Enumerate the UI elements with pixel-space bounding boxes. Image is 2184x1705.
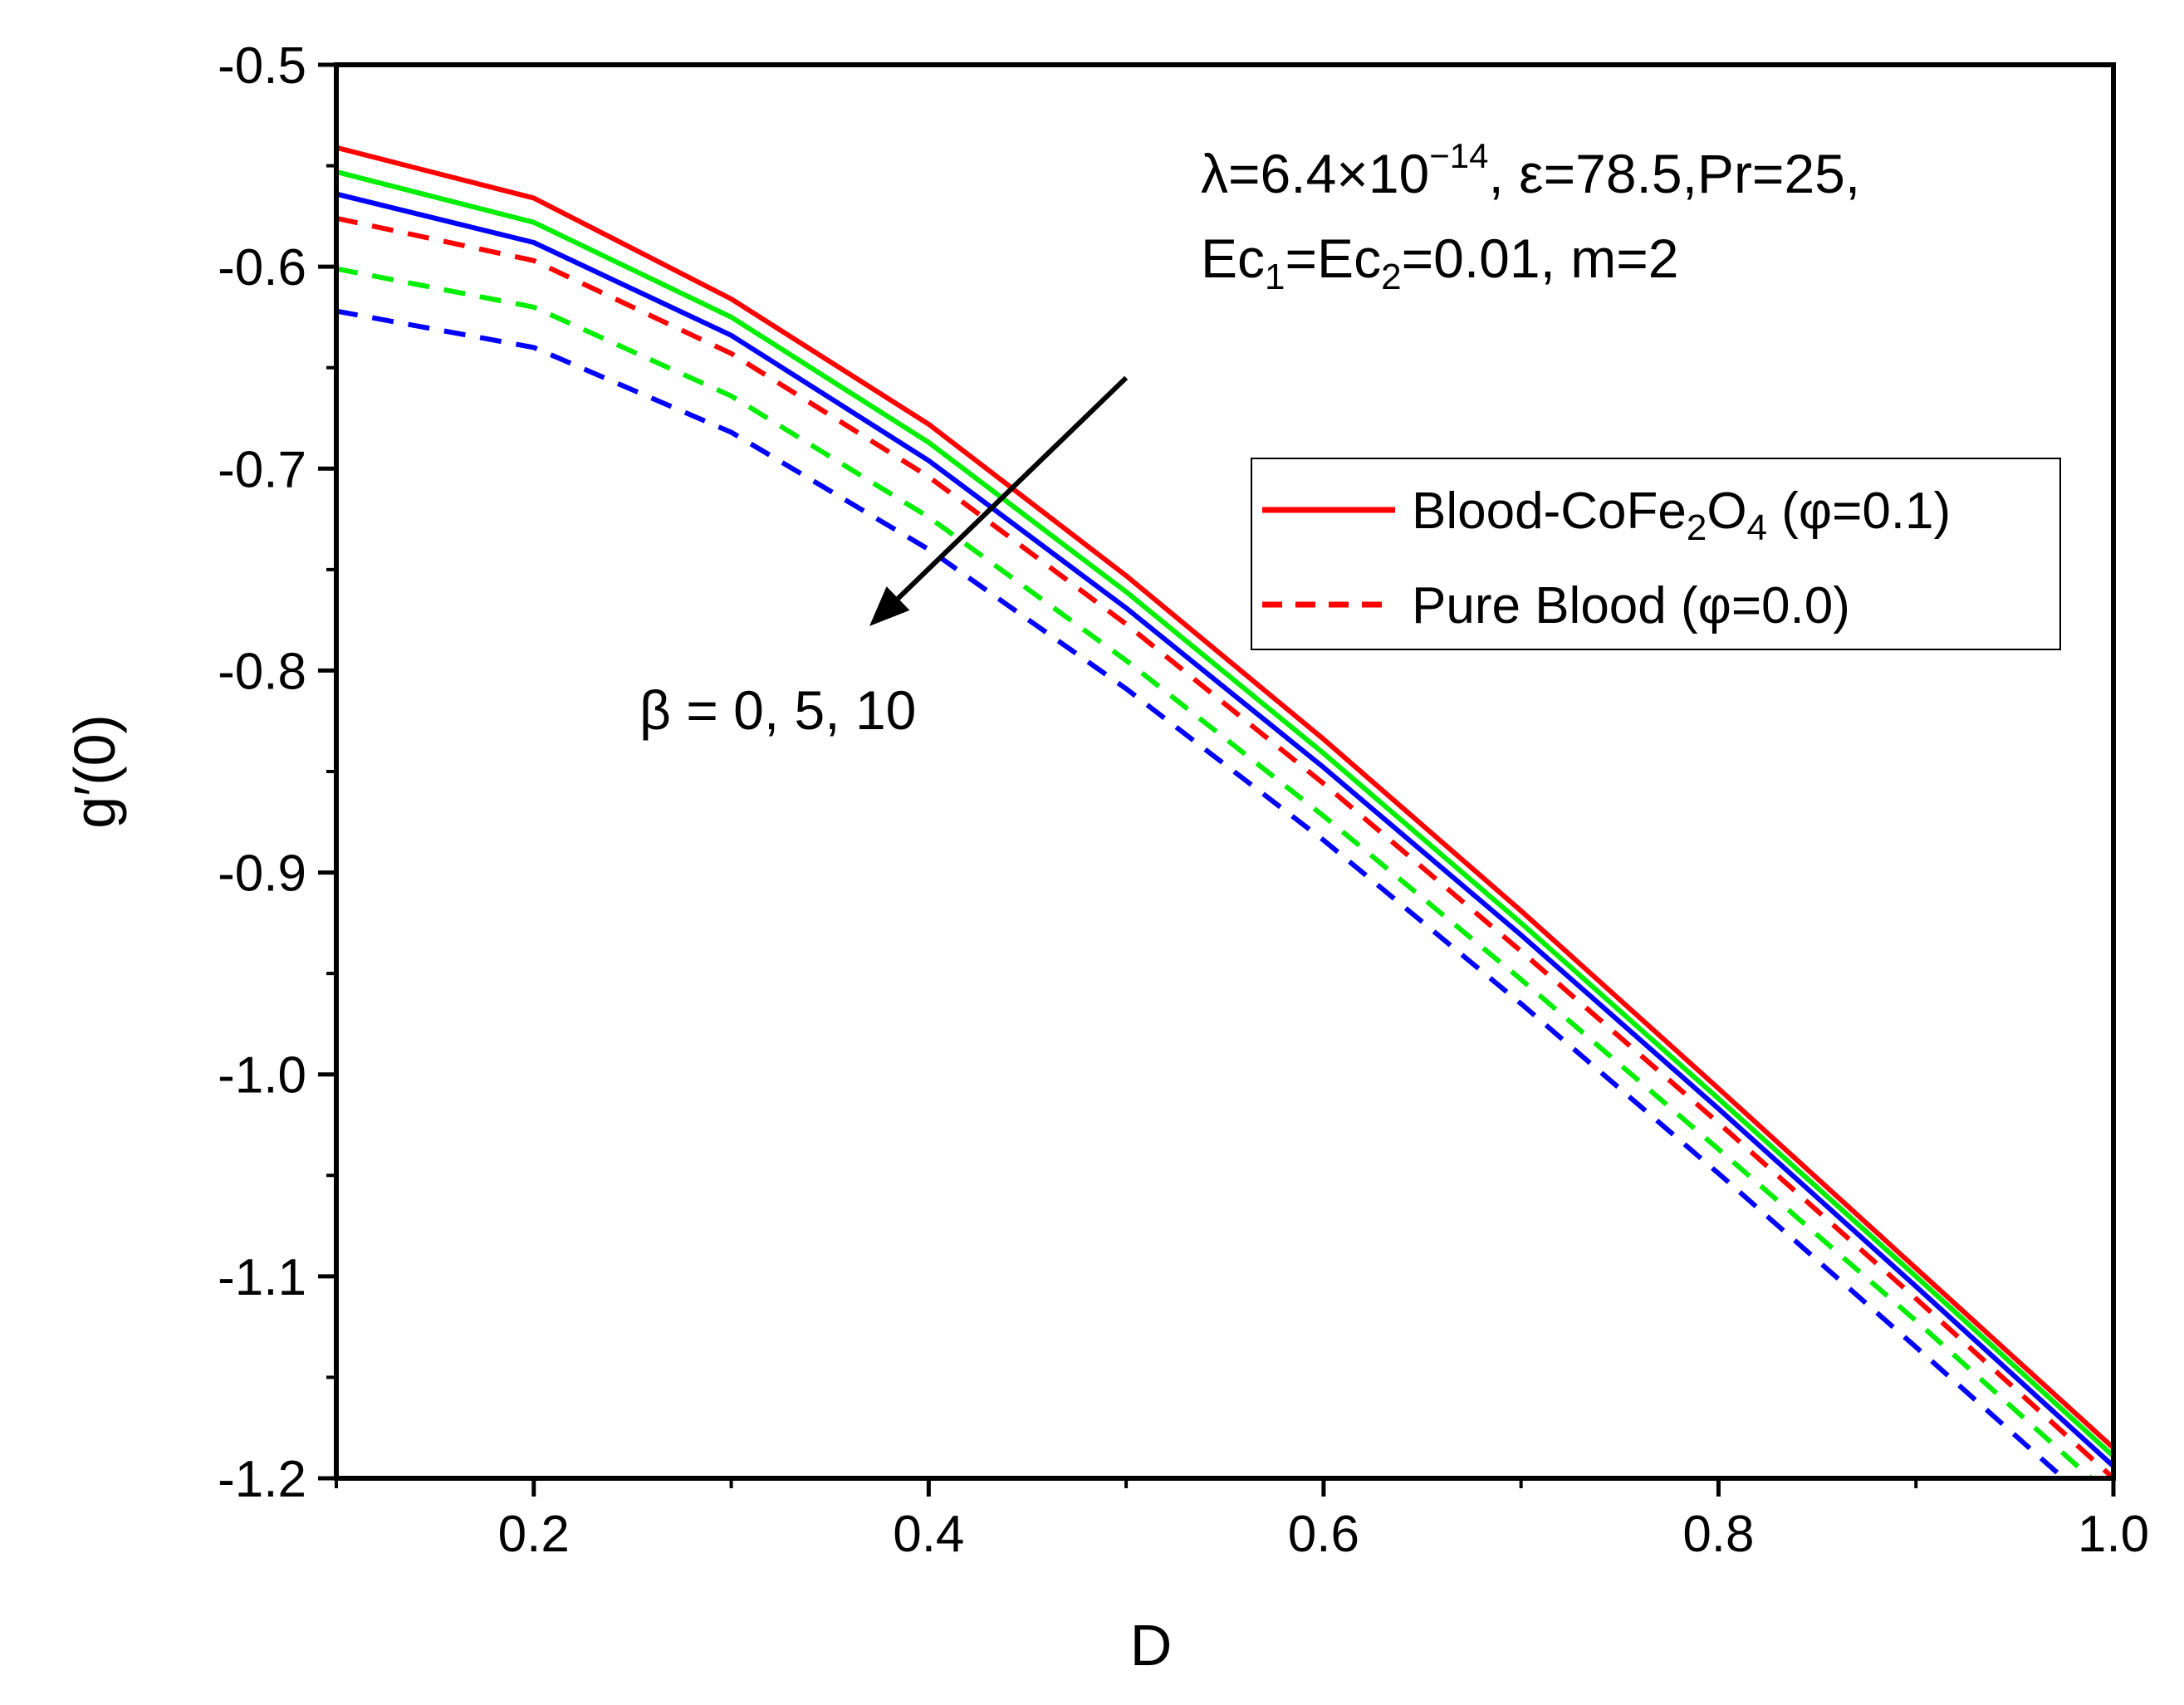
legend-box — [1251, 458, 2061, 650]
y-tick-label: -0.5 — [218, 37, 306, 95]
beta-arrow-head — [869, 586, 910, 626]
series-line-phi0-beta0 — [336, 215, 2113, 1478]
param-annotation-line-2: Ec1=Ec2=0.01, m=2 — [1201, 228, 1678, 297]
param-annotation-line-1: λ=6.4×10−14, ε=78.5,Pr=25, — [1201, 136, 1860, 204]
param-eps-pr: , ε=78.5,Pr=25, — [1489, 143, 1861, 204]
x-tick-label: 0.2 — [498, 1506, 570, 1563]
legend: Blood-CoFe2O4 (φ=0.1) Pure Blood (φ=0.0) — [1251, 458, 2061, 650]
x-tick-label: 0.6 — [1288, 1506, 1359, 1563]
legend-label-blood-cofe2o4: Blood-CoFe2O4 (φ=0.1) — [1412, 483, 1951, 548]
param-ec2: =Ec — [1285, 228, 1382, 289]
param-ec-sub2: 2 — [1381, 257, 1401, 297]
y-axis-title: g′(0) — [62, 714, 127, 829]
legend-label-sub-1: 2 — [1687, 507, 1707, 548]
x-tick-label: 0.8 — [1682, 1506, 1754, 1563]
beta-arrow-line — [896, 375, 1129, 600]
param-lambda-exponent: −14 — [1429, 136, 1488, 175]
ticks-layer: 0.2 0.4 0.6 0.8 1.0 -0.5 -0.6 -0.7 -0.8 -0.9 -1.0 -… — [218, 37, 2149, 1563]
series-line-phi01-beta5 — [336, 169, 2113, 1458]
param-ec: Ec — [1201, 228, 1265, 289]
legend-label-part-3: (φ=0.1) — [1767, 483, 1951, 540]
legend-label-pure-blood: Pure Blood (φ=0.0) — [1412, 577, 1850, 634]
series-line-phi0-beta5 — [336, 266, 2095, 1478]
series-line-phi01-beta0 — [336, 145, 2113, 1450]
param-ec-m: =0.01, m=2 — [1402, 228, 1679, 289]
param-lambda: λ=6.4×10 — [1201, 143, 1429, 204]
legend-label-part-2: O — [1707, 483, 1746, 540]
y-tick-label: -0.9 — [218, 845, 306, 903]
y-tick-label: -0.8 — [218, 643, 306, 700]
legend-label-sub-2: 4 — [1747, 507, 1767, 548]
x-axis-title: D — [1130, 1613, 1173, 1678]
y-tick-label: -0.7 — [218, 441, 306, 498]
beta-arrow-label: β = 0, 5, 10 — [639, 679, 916, 741]
series-line-phi01-beta10 — [336, 191, 2113, 1468]
x-tick-label: 1.0 — [2078, 1506, 2149, 1563]
series-line-phi0-beta10 — [336, 308, 2068, 1478]
y-tick-label: -1.0 — [218, 1047, 306, 1105]
x-tick-label: 0.4 — [893, 1506, 964, 1563]
series-layer — [336, 145, 2113, 1478]
legend-label-part-1: Blood-CoFe — [1412, 483, 1687, 540]
param-ec-sub1: 1 — [1265, 257, 1285, 297]
y-tick-label: -0.6 — [218, 239, 306, 296]
y-tick-label: -1.1 — [218, 1249, 306, 1306]
beta-arrow — [869, 375, 1129, 626]
y-tick-label: -1.2 — [218, 1451, 306, 1508]
